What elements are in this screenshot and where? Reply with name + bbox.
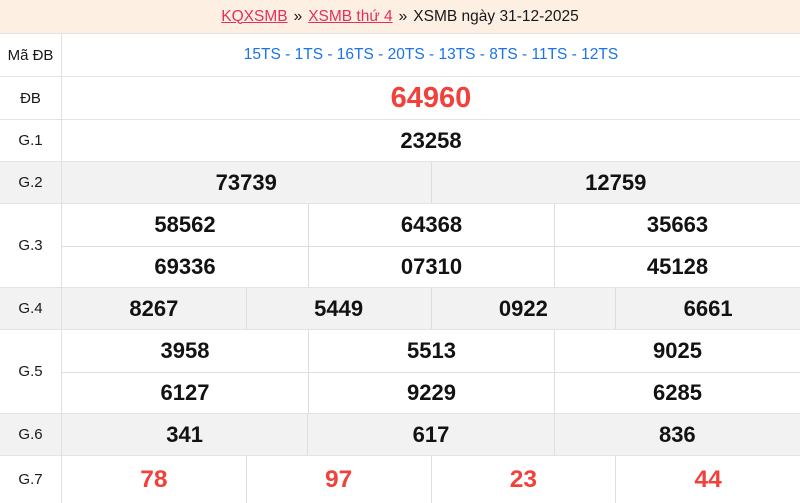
row-g2: G.2 73739 12759 (0, 161, 800, 203)
row-label: Mã ĐB (0, 34, 62, 76)
row-g3: G.3 58562 64368 35663 69336 07310 45128 (0, 203, 800, 287)
breadcrumb-separator: » (398, 7, 408, 25)
row-label: G.4 (0, 288, 62, 329)
breadcrumb: KQXSMB » XSMB thứ 4 » XSMB ngày 31-12-20… (0, 0, 800, 33)
prize-value: 836 (553, 414, 800, 455)
prize-value: 9025 (554, 330, 800, 372)
breadcrumb-separator: » (293, 7, 303, 25)
prize-value: 6285 (554, 371, 800, 413)
row-label: G.6 (0, 414, 62, 455)
row-label: G.5 (0, 330, 62, 413)
breadcrumb-link-kqxsmb[interactable]: KQXSMB (221, 7, 288, 25)
prize-value: 58562 (154, 211, 216, 237)
prize-value: 97 (245, 456, 431, 503)
row-g5: G.5 3958 5513 9025 6127 9229 6285 (0, 329, 800, 413)
prize-value: 6127 (62, 371, 308, 414)
prize-value: 35663 (554, 204, 800, 246)
row-g6: G.6 341 617 836 (0, 413, 800, 455)
prize-special-value: 64960 (390, 81, 472, 114)
prize-value: 9229 (308, 371, 554, 413)
prize-value: 23258 (400, 127, 462, 153)
row-ma-db: Mã ĐB 15TS - 1TS - 16TS - 20TS - 13TS - … (0, 33, 800, 76)
prize-value: 12759 (430, 162, 800, 203)
row-label: G.3 (0, 204, 62, 287)
prize-value: 3958 (160, 337, 210, 363)
prize-value: 5513 (308, 330, 554, 372)
breadcrumb-current: XSMB ngày 31-12-2025 (413, 7, 579, 25)
breadcrumb-link-xsmb-thu4[interactable]: XSMB thứ 4 (308, 7, 393, 25)
row-g7: G.7 78 97 23 44 (0, 455, 800, 503)
prize-value: 45128 (554, 245, 800, 287)
prize-value: 73739 (215, 169, 277, 195)
prize-value: 8267 (129, 295, 179, 321)
row-g4: G.4 8267 5449 0922 6661 (0, 287, 800, 329)
prize-value: 6661 (615, 288, 800, 329)
row-g1: G.1 23258 (0, 119, 800, 161)
prize-value: 341 (166, 421, 204, 447)
prize-value: 617 (307, 414, 553, 455)
row-label: ĐB (0, 77, 62, 119)
prize-value: 5449 (245, 288, 431, 329)
row-db: ĐB 64960 (0, 76, 800, 119)
row-label: G.2 (0, 162, 62, 203)
prize-value: 0922 (430, 288, 616, 329)
prize-value: 07310 (308, 245, 554, 287)
row-label: G.1 (0, 120, 62, 161)
prize-value: 69336 (62, 245, 308, 288)
special-codes: 15TS - 1TS - 16TS - 20TS - 13TS - 8TS - … (243, 46, 619, 63)
prize-value: 64368 (308, 204, 554, 246)
prize-value: 78 (140, 465, 168, 493)
prize-value: 23 (430, 456, 616, 503)
prize-value: 44 (615, 456, 800, 503)
row-label: G.7 (0, 456, 62, 503)
